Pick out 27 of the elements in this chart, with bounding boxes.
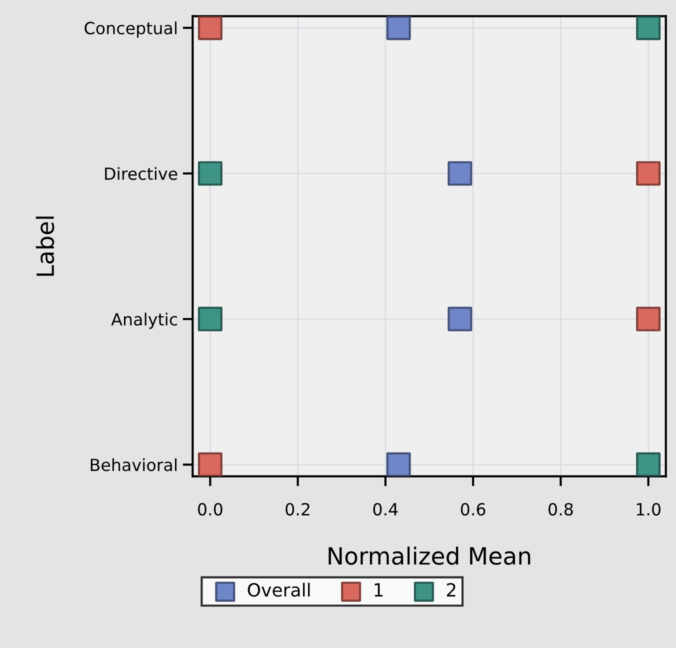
point (198, 306, 222, 332)
y-tick-label: Analytic (111, 312, 178, 329)
y-tick-label: Conceptual (84, 22, 177, 38)
point (636, 161, 661, 186)
x-tick-label: 0.8 (548, 502, 573, 516)
legend-label: 2 (446, 583, 456, 596)
point (386, 452, 411, 476)
point (448, 161, 472, 186)
point (386, 16, 411, 40)
point (198, 16, 222, 40)
legend-label: Overall (248, 582, 310, 597)
x-tick-label: 0.0 (198, 502, 222, 516)
point (198, 161, 222, 186)
x-tick-label: 0.6 (460, 502, 486, 516)
y-tick-label: Behavioral (90, 458, 177, 472)
point (636, 16, 661, 40)
x-tick-label: 1.0 (636, 502, 660, 516)
x-axis-title: Normalized Mean (328, 546, 530, 565)
point (198, 452, 222, 476)
y-axis-title: Label (36, 216, 54, 276)
y-tick-label: Directive (105, 167, 178, 180)
point (636, 452, 661, 476)
point (636, 306, 661, 332)
legend-label: 1 (374, 583, 383, 596)
x-tick-label: 0.4 (373, 502, 398, 516)
point (448, 306, 472, 332)
x-tick-label: 0.2 (286, 502, 310, 516)
